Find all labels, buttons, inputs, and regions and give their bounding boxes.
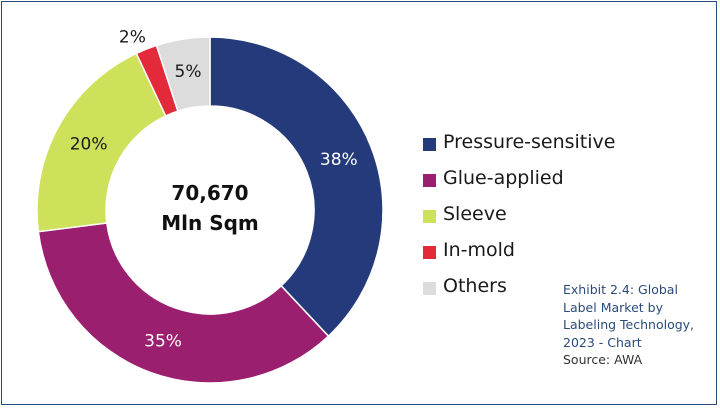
legend-label: Glue-applied bbox=[443, 167, 564, 189]
slice-value-label: 35% bbox=[144, 331, 182, 351]
donut-slice-pressure-sensitive bbox=[209, 36, 384, 338]
legend-label: Pressure-sensitive bbox=[443, 131, 616, 153]
legend-swatch bbox=[423, 138, 436, 151]
legend-label: In-mold bbox=[443, 239, 515, 261]
exhibit-caption: Exhibit 2.4: Global Label Market by Labe… bbox=[563, 281, 713, 369]
caption-source: Source: AWA bbox=[563, 352, 643, 367]
donut-center-label: 70,670 Mln Sqm bbox=[120, 178, 300, 238]
legend-swatch bbox=[423, 282, 436, 295]
legend-swatch bbox=[423, 246, 436, 259]
center-total-unit: Mln Sqm bbox=[161, 211, 259, 235]
legend-label: Others bbox=[443, 275, 507, 297]
slice-value-label: 2% bbox=[119, 27, 146, 47]
caption-line: Labeling Technology, bbox=[563, 317, 695, 332]
donut-slice-glue-applied bbox=[37, 222, 330, 384]
legend-swatch bbox=[423, 174, 436, 187]
slice-value-label: 5% bbox=[175, 62, 202, 82]
caption-line: Exhibit 2.4: Global bbox=[563, 282, 678, 297]
legend-label: Sleeve bbox=[443, 203, 507, 225]
center-total-value: 70,670 bbox=[171, 181, 249, 205]
slice-value-label: 20% bbox=[70, 134, 108, 154]
caption-line: Label Market by bbox=[563, 299, 663, 315]
caption-line: 2023 - Chart bbox=[563, 334, 642, 350]
slice-value-label: 38% bbox=[320, 150, 358, 170]
legend-swatch bbox=[423, 210, 436, 223]
donut-slice-others bbox=[155, 36, 211, 113]
